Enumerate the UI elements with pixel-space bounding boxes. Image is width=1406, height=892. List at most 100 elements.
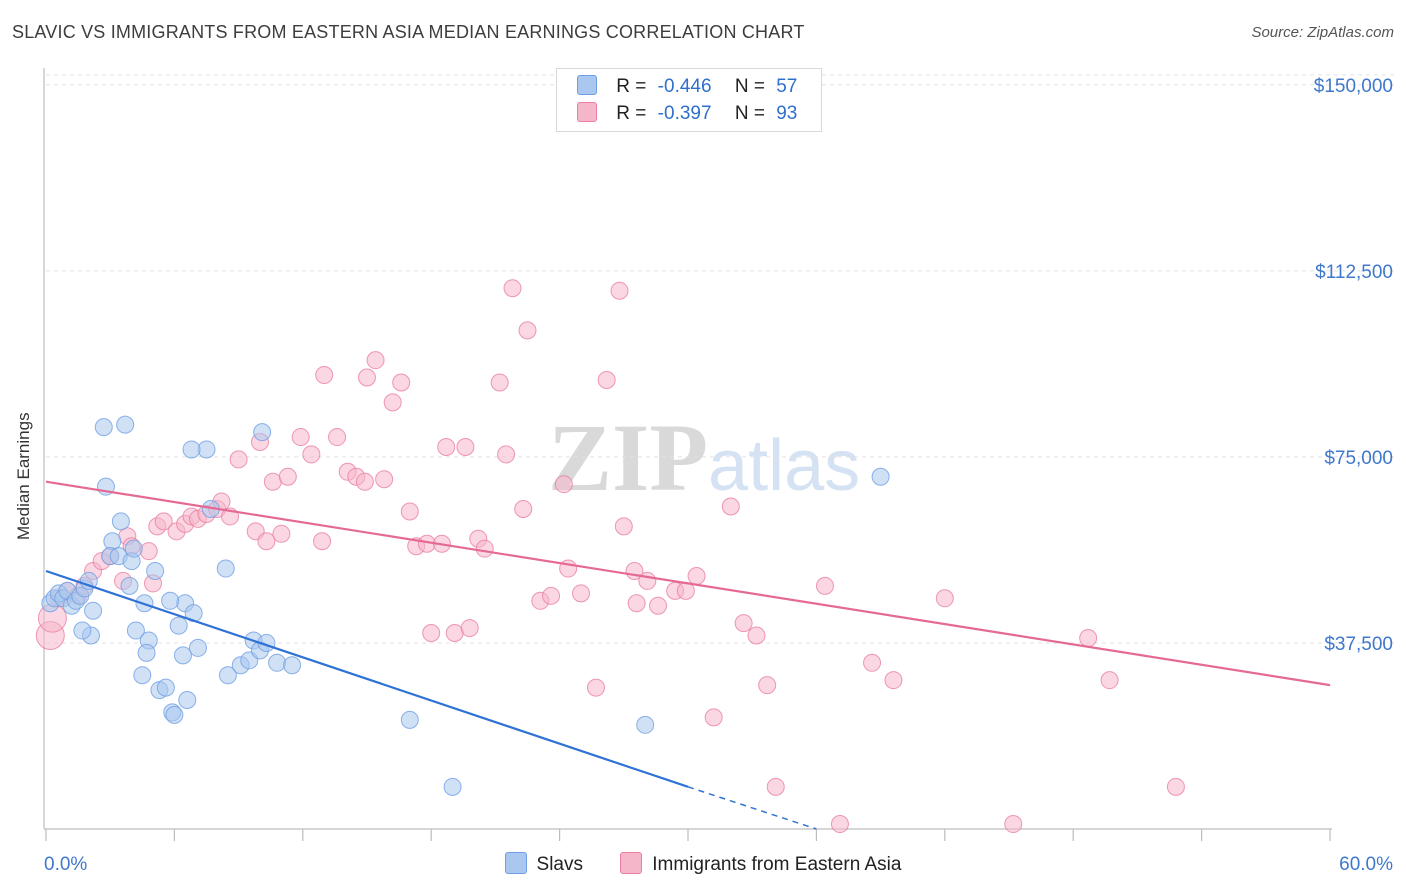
slavs-trendline: [45, 569, 689, 788]
correlation-legend: R = -0.446 N = 57 R = -0.397 N = 93: [556, 68, 822, 132]
eastasia-point: [272, 524, 291, 543]
slavs-point: [636, 715, 655, 734]
x-tick-label: 0.0%: [44, 854, 87, 875]
series-legend-eastasia[interactable]: Immigrants from Eastern Asia: [620, 852, 901, 876]
eastasia-point: [400, 502, 419, 521]
slavs-point: [443, 777, 462, 796]
legend-r-label: R =: [616, 76, 647, 97]
slavs-point: [126, 621, 145, 640]
y-axis-label: Median Earnings: [14, 412, 33, 540]
slavs-point: [161, 591, 180, 610]
legend-n-value: 93: [776, 103, 798, 124]
slavs-point: [169, 616, 188, 635]
slavs-point: [268, 653, 287, 672]
legend-n-label: N =: [734, 76, 765, 97]
slavs-point: [182, 440, 201, 459]
eastasia-point: [422, 624, 441, 643]
slavs-point: [283, 656, 302, 675]
legend-r-value: -0.397: [657, 103, 712, 124]
legend-swatch-slavs: [577, 75, 597, 95]
eastasia-point: [154, 512, 173, 531]
legend-swatch-eastasia: [577, 102, 597, 122]
eastasia-point: [302, 445, 321, 464]
slavs-point: [133, 666, 152, 685]
slavs-trendline-extension: [687, 786, 817, 830]
x-tick-label: 60.0%: [1339, 854, 1393, 875]
legend-n-label: N =: [734, 103, 765, 124]
series-legend-slavs[interactable]: Slavs: [504, 852, 583, 876]
legend-n-value: 57: [776, 76, 798, 97]
series-label-eastasia: Immigrants from Eastern Asia: [652, 854, 902, 875]
legend-row-slavs: R = -0.446 N = 57: [577, 75, 797, 101]
slavs-point: [73, 621, 92, 640]
legend-r-value: -0.446: [657, 76, 712, 97]
eastasia-point: [263, 472, 282, 491]
eastasia-point: [313, 532, 332, 551]
eastasia-point: [1079, 628, 1098, 647]
slavs-point: [197, 440, 216, 459]
series-swatch-eastasia: [620, 852, 643, 874]
eastasia-trendline: [45, 480, 1331, 687]
eastasia-point: [366, 351, 385, 370]
eastasia-point: [935, 589, 954, 608]
eastasia-point: [704, 708, 723, 727]
eastasia-point: [747, 626, 766, 645]
eastasia-point: [1004, 815, 1023, 834]
eastasia-point: [497, 445, 516, 464]
eastasia-point: [610, 281, 629, 300]
eastasia-point: [586, 678, 605, 697]
eastasia-point: [383, 393, 402, 412]
eastasia-point: [355, 472, 374, 491]
eastasia-point: [375, 470, 394, 489]
series-label-slavs: Slavs: [536, 854, 583, 875]
slavs-point: [120, 576, 139, 595]
eastasia-point: [830, 815, 849, 834]
eastasia-point: [614, 517, 633, 536]
eastasia-point: [437, 437, 456, 456]
slavs-point: [253, 423, 272, 442]
eastasia-point: [627, 594, 646, 613]
eastasia-point: [503, 279, 522, 298]
eastasia-point: [687, 566, 706, 585]
eastasia-point: [815, 576, 834, 595]
slavs-point: [188, 638, 207, 657]
eastasia-point: [291, 428, 310, 447]
eastasia-point: [315, 366, 334, 385]
slavs-point: [124, 539, 143, 558]
eastasia-point: [572, 584, 590, 603]
eastasia-point: [758, 676, 777, 695]
eastasia-point: [514, 499, 533, 518]
slavs-point: [156, 678, 175, 697]
slavs-point: [218, 666, 237, 685]
eastasia-point: [518, 321, 537, 340]
eastasia-point: [884, 671, 903, 690]
slavs-point: [146, 562, 165, 581]
chart-title: SLAVIC VS IMMIGRANTS FROM EASTERN ASIA M…: [12, 22, 805, 42]
eastasia-point: [721, 497, 740, 516]
eastasia-point: [597, 371, 616, 390]
eastasia-point: [328, 428, 347, 447]
legend-row-eastasia: R = -0.397 N = 93: [577, 102, 797, 128]
eastasia-point: [475, 539, 494, 558]
eastasia-point: [766, 777, 785, 796]
source-label: Source: ZipAtlas.com: [1251, 24, 1394, 41]
eastasia-point: [734, 614, 753, 633]
slavs-point: [173, 646, 192, 665]
eastasia-point: [554, 475, 573, 494]
slavs-point: [137, 643, 156, 662]
slavs-point: [79, 571, 98, 590]
eastasia-point: [1100, 671, 1119, 690]
slavs-point: [400, 710, 419, 729]
slavs-point: [871, 467, 890, 486]
eastasia-point: [278, 467, 297, 486]
eastasia-point: [139, 542, 158, 561]
eastasia-point: [456, 437, 475, 456]
eastasia-point: [460, 619, 479, 638]
eastasia-point: [490, 373, 509, 392]
y-tick-label: $112,500: [1315, 262, 1393, 283]
slavs-point: [116, 415, 135, 434]
slavs-point: [178, 691, 197, 710]
eastasia-point: [649, 596, 668, 615]
slavs-point: [111, 512, 130, 531]
